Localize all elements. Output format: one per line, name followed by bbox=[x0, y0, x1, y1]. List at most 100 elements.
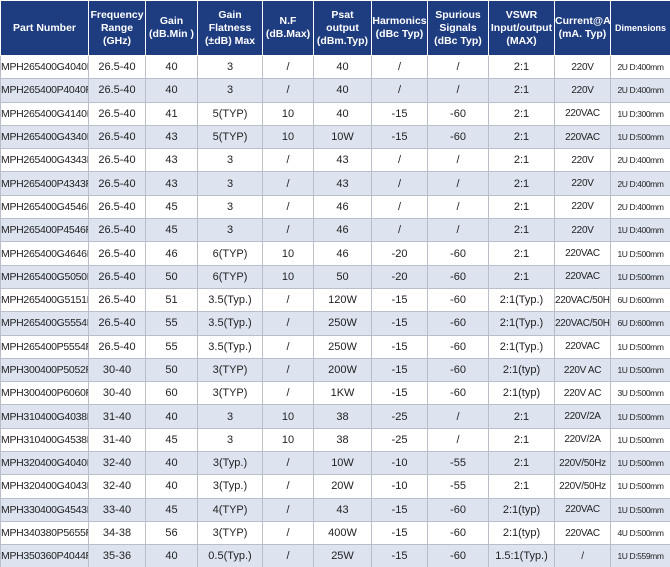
table-cell: MPH300400P5052R bbox=[0, 357, 89, 383]
table-cell: 3 bbox=[197, 54, 263, 80]
table-cell: -15 bbox=[371, 544, 428, 567]
table-cell: 3.5(Typ.) bbox=[197, 287, 263, 313]
table-cell: 220VAC bbox=[554, 520, 611, 546]
table-cell: 220V/2A bbox=[554, 427, 611, 453]
table-cell: / bbox=[262, 194, 314, 220]
table-cell: 1U D:400mm bbox=[610, 218, 670, 243]
table-row: MPH265400G4646R 26.5-40 46 6(TYP) 10 46 -20 -60… bbox=[0, 241, 670, 266]
table-cell: 26.5-40 bbox=[88, 194, 146, 220]
table-cell: 20W bbox=[313, 474, 372, 499]
table-cell: 43 bbox=[313, 171, 372, 196]
table-cell: 34-38 bbox=[88, 520, 146, 546]
table-cell: 1U D:500mm bbox=[610, 241, 670, 266]
table-row: MPH300400P6060R 30-40 60 3(TYP)/1KW -15 -60 2:… bbox=[0, 381, 670, 406]
table-cell: / bbox=[262, 78, 314, 103]
table-cell: 40 bbox=[145, 474, 198, 499]
table-cell: -15 bbox=[371, 124, 428, 150]
table-cell: 40 bbox=[145, 451, 198, 476]
table-cell: / bbox=[371, 78, 428, 103]
table-row: MPH265400P5554R 26.5-40 55 3.5(Typ.)/250W -1… bbox=[0, 334, 670, 359]
table-cell: -60 bbox=[427, 520, 489, 546]
table-row: MPH265400G5151R 26.5-40 51 3.5(Typ.)/120W -1… bbox=[0, 287, 670, 313]
table-row: MPH265400G4340R 26.5-40 43 5(TYP) 10 10W -15 -6… bbox=[0, 124, 670, 150]
table-cell: 3 bbox=[197, 78, 263, 103]
table-cell: / bbox=[427, 427, 489, 453]
table-cell: 2:1 bbox=[488, 124, 555, 150]
table-cell: -60 bbox=[427, 101, 489, 126]
table-cell: 2U D:400mm bbox=[610, 194, 670, 220]
table-cell: 0.5(Typ.) bbox=[197, 544, 263, 567]
table-cell: MPH265400G5151R bbox=[0, 287, 89, 313]
table-cell: 2U D:400mm bbox=[610, 78, 670, 103]
table-cell: MPH350360P4044R bbox=[0, 544, 89, 567]
table-cell: 1KW bbox=[313, 381, 372, 406]
table-cell: 25W bbox=[313, 544, 372, 567]
table-cell: MPH320400G4043R bbox=[0, 474, 89, 499]
table-cell: 3.5(Typ.) bbox=[197, 311, 263, 336]
table-cell: 220V bbox=[554, 54, 611, 80]
table-cell: 26.5-40 bbox=[88, 241, 146, 266]
table-cell: 45 bbox=[145, 194, 198, 220]
table-cell: 26.5-40 bbox=[88, 334, 146, 359]
table-cell: / bbox=[262, 520, 314, 546]
table-row: MPH340380P5655R 34-38 56 3(TYP)/400W -15 -60 2… bbox=[0, 520, 670, 546]
table-cell: 2U D:400mm bbox=[610, 54, 670, 80]
table-cell: -15 bbox=[371, 357, 428, 383]
table-cell: 45 bbox=[145, 497, 198, 522]
table-cell: 55 bbox=[145, 311, 198, 336]
table-cell: / bbox=[262, 311, 314, 336]
table-cell: 32-40 bbox=[88, 451, 146, 476]
table-cell: 2:1 bbox=[488, 101, 555, 126]
table-cell: 220V bbox=[554, 218, 611, 243]
table-cell: 40 bbox=[313, 78, 372, 103]
table-cell: MPH265400P4546R bbox=[0, 218, 89, 243]
table-cell: 220V bbox=[554, 194, 611, 220]
table-cell: 10 bbox=[262, 404, 314, 429]
table-cell: MPH310400G4038R bbox=[0, 404, 89, 429]
table-cell: 6(TYP) bbox=[197, 241, 263, 266]
table-cell: / bbox=[427, 194, 489, 220]
table-cell: MPH265400G4646R bbox=[0, 241, 89, 266]
table-cell: 220V AC bbox=[554, 381, 611, 406]
table-cell: / bbox=[427, 54, 489, 80]
table-cell: -15 bbox=[371, 101, 428, 126]
table-cell: MPH265400G5554R bbox=[0, 311, 89, 336]
table-cell: / bbox=[262, 287, 314, 313]
table-cell: 40 bbox=[145, 544, 198, 567]
table-cell: 10 bbox=[262, 101, 314, 126]
table-row: MPH265400G4140R 26.5-40 41 5(TYP) 10 40 -15 -60… bbox=[0, 101, 670, 126]
table-cell: 1U D:500mm bbox=[610, 427, 670, 453]
table-cell: 220VAC bbox=[554, 241, 611, 266]
table-cell: 40 bbox=[145, 404, 198, 429]
table-cell: / bbox=[554, 544, 611, 567]
table-cell: 26.5-40 bbox=[88, 78, 146, 103]
table-cell: 220V bbox=[554, 148, 611, 173]
table-cell: 50 bbox=[145, 357, 198, 383]
table-cell: -15 bbox=[371, 497, 428, 522]
table-row: MPH320400G4043R 32-40 40 3(Typ.)/20W -10 -55 2… bbox=[0, 474, 670, 499]
table-row: MPH330400G4543R 33-40 45 4(TYP)/43 -15 -60 2:1… bbox=[0, 497, 670, 522]
table-cell: / bbox=[371, 54, 428, 80]
table-cell: MPH265400P5554R bbox=[0, 334, 89, 359]
table-cell: -60 bbox=[427, 357, 489, 383]
column-header: Frequency Range (GHz) bbox=[88, 0, 146, 56]
table-row: MPH265400G5554R 26.5-40 55 3.5(Typ.)/250W -1… bbox=[0, 311, 670, 336]
table-cell: / bbox=[262, 497, 314, 522]
header-row: Part Number Frequency Range (GHz) Gain (dB… bbox=[0, 0, 670, 56]
table-cell: -15 bbox=[371, 334, 428, 359]
table-row: MPH320400G4040R 32-40 40 3(Typ.)/10W -10 -55 2… bbox=[0, 451, 670, 476]
column-header: Part Number bbox=[0, 0, 89, 56]
table-cell: -60 bbox=[427, 381, 489, 406]
table-cell: 220VAC/50Hz bbox=[554, 287, 611, 313]
table-cell: 26.5-40 bbox=[88, 287, 146, 313]
table-cell: 10 bbox=[262, 241, 314, 266]
column-header: Psat output (dBm.Typ) bbox=[313, 0, 372, 56]
table-cell: 5(TYP) bbox=[197, 124, 263, 150]
table-cell: / bbox=[262, 474, 314, 499]
table-cell: 3(TYP) bbox=[197, 357, 263, 383]
table-cell: 1U D:500mm bbox=[610, 357, 670, 383]
table-cell: 1U D:500mm bbox=[610, 404, 670, 429]
table-cell: 250W bbox=[313, 311, 372, 336]
table-cell: 2:1 bbox=[488, 451, 555, 476]
